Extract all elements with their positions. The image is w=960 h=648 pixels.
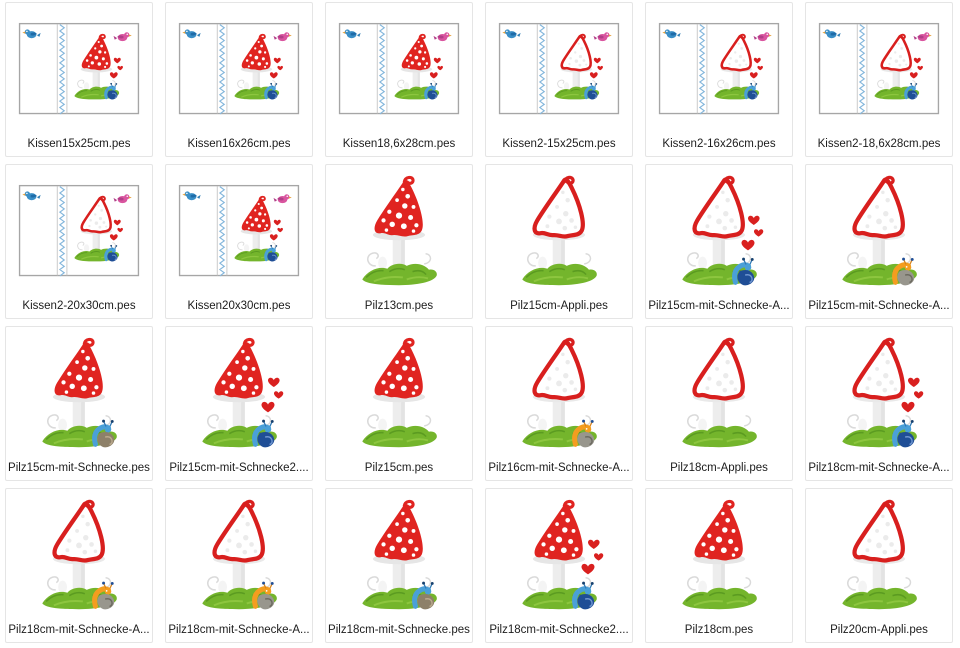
shroom-outline-orange-snail-thumbnail-icon bbox=[810, 175, 948, 291]
file-name-label: Pilz15cm-mit-Schnecke.pes bbox=[8, 462, 150, 474]
shroom-outline-thumbnail-icon bbox=[490, 175, 628, 291]
file-tile[interactable]: Pilz18cm-mit-Schnecke-A... bbox=[805, 326, 953, 481]
file-thumbnail bbox=[328, 491, 470, 623]
shroom-outline-orange-snail-thumbnail-icon bbox=[10, 499, 148, 615]
file-thumbnail bbox=[168, 329, 310, 461]
file-tile[interactable]: Pilz18cm.pes bbox=[645, 488, 793, 643]
file-name-label: Kissen2-20x30cm.pes bbox=[22, 300, 136, 312]
pillow-outline-thumbnail-icon bbox=[810, 13, 948, 129]
file-tile[interactable]: Pilz15cm.pes bbox=[325, 326, 473, 481]
shroom-filled-hearts-snail-thumbnail-icon bbox=[170, 337, 308, 453]
file-tile[interactable]: Kissen16x26cm.pes bbox=[165, 2, 313, 157]
shroom-filled-thumbnail-icon bbox=[650, 499, 788, 615]
file-name-label: Kissen2-15x25cm.pes bbox=[502, 138, 616, 150]
file-name-label: Kissen16x26cm.pes bbox=[187, 138, 291, 150]
file-name-label: Pilz15cm-mit-Schnecke-A... bbox=[648, 300, 790, 312]
file-name-label: Kissen2-18,6x28cm.pes bbox=[817, 138, 941, 150]
file-tile[interactable]: Pilz18cm-mit-Schnecke.pes bbox=[325, 488, 473, 643]
file-tile[interactable]: Kissen2-20x30cm.pes bbox=[5, 164, 153, 319]
file-tile[interactable]: Kissen2-18,6x28cm.pes bbox=[805, 2, 953, 157]
file-tile[interactable]: Kissen2-15x25cm.pes bbox=[485, 2, 633, 157]
file-thumbnail bbox=[168, 5, 310, 137]
file-thumbnail bbox=[648, 167, 790, 299]
file-name-label: Kissen15x25cm.pes bbox=[27, 138, 131, 150]
shroom-filled-hearts-snail-thumbnail-icon bbox=[490, 499, 628, 615]
file-tile[interactable]: Pilz15cm-mit-Schnecke2.... bbox=[165, 326, 313, 481]
file-name-label: Pilz13cm.pes bbox=[364, 300, 434, 312]
file-name-label: Pilz15cm-Appli.pes bbox=[510, 300, 608, 312]
file-name-label: Pilz18cm-mit-Schnecke2.... bbox=[489, 624, 629, 636]
file-thumbnail bbox=[488, 5, 630, 137]
shroom-outline-orange-snail-thumbnail-icon bbox=[490, 337, 628, 453]
file-thumbnail bbox=[488, 491, 630, 623]
file-thumbnail bbox=[808, 167, 950, 299]
file-tile[interactable]: Kissen15x25cm.pes bbox=[5, 2, 153, 157]
file-tile[interactable]: Pilz15cm-mit-Schnecke-A... bbox=[805, 164, 953, 319]
file-thumbnail bbox=[328, 329, 470, 461]
file-thumbnail bbox=[328, 167, 470, 299]
file-tile[interactable]: Pilz18cm-mit-Schnecke-A... bbox=[165, 488, 313, 643]
file-tile[interactable]: Pilz20cm-Appli.pes bbox=[805, 488, 953, 643]
file-name-label: Pilz15cm.pes bbox=[364, 462, 434, 474]
file-name-label: Pilz15cm-mit-Schnecke2.... bbox=[169, 462, 309, 474]
file-name-label: Pilz18cm-mit-Schnecke-A... bbox=[808, 462, 950, 474]
shroom-filled-snail-thumbnail-icon bbox=[330, 499, 468, 615]
shroom-filled-thumbnail-icon bbox=[330, 337, 468, 453]
file-thumbnail bbox=[8, 329, 150, 461]
pillow-filled-thumbnail-icon bbox=[330, 13, 468, 129]
file-tile[interactable]: Pilz15cm-mit-Schnecke-A... bbox=[645, 164, 793, 319]
file-tile[interactable]: Pilz13cm.pes bbox=[325, 164, 473, 319]
shroom-outline-thumbnail-icon bbox=[810, 499, 948, 615]
file-thumbnail bbox=[488, 329, 630, 461]
file-tile[interactable]: Kissen2-16x26cm.pes bbox=[645, 2, 793, 157]
pillow-outline-thumbnail-icon bbox=[490, 13, 628, 129]
file-tile[interactable]: Pilz16cm-mit-Schnecke-A... bbox=[485, 326, 633, 481]
file-thumbnail bbox=[808, 491, 950, 623]
file-tile[interactable]: Pilz18cm-mit-Schnecke2.... bbox=[485, 488, 633, 643]
file-name-label: Pilz16cm-mit-Schnecke-A... bbox=[488, 462, 630, 474]
file-thumbnail bbox=[328, 5, 470, 137]
file-name-label: Kissen18,6x28cm.pes bbox=[342, 138, 456, 150]
pillow-filled-thumbnail-icon bbox=[10, 13, 148, 129]
pillow-outline-thumbnail-icon bbox=[650, 13, 788, 129]
file-tile[interactable]: Kissen18,6x28cm.pes bbox=[325, 2, 473, 157]
file-name-label: Pilz18cm-mit-Schnecke.pes bbox=[328, 624, 470, 636]
file-name-label: Pilz20cm-Appli.pes bbox=[830, 624, 928, 636]
file-thumbnail bbox=[808, 5, 950, 137]
file-thumbnail bbox=[8, 167, 150, 299]
file-name-label: Pilz18cm-Appli.pes bbox=[670, 462, 768, 474]
shroom-outline-thumbnail-icon bbox=[650, 337, 788, 453]
file-name-label: Pilz18cm.pes bbox=[684, 624, 754, 636]
file-tile[interactable]: Pilz15cm-mit-Schnecke.pes bbox=[5, 326, 153, 481]
file-tile[interactable]: Pilz15cm-Appli.pes bbox=[485, 164, 633, 319]
file-thumbnail bbox=[168, 167, 310, 299]
file-thumbnail bbox=[8, 491, 150, 623]
file-name-label: Pilz15cm-mit-Schnecke-A... bbox=[808, 300, 950, 312]
file-thumbnail bbox=[488, 167, 630, 299]
file-name-label: Pilz18cm-mit-Schnecke-A... bbox=[8, 624, 150, 636]
file-name-label: Pilz18cm-mit-Schnecke-A... bbox=[168, 624, 310, 636]
shroom-filled-snail-thumbnail-icon bbox=[10, 337, 148, 453]
file-tile[interactable]: Pilz18cm-mit-Schnecke-A... bbox=[5, 488, 153, 643]
pillow-filled-thumbnail-icon bbox=[170, 175, 308, 291]
file-thumbnail bbox=[168, 491, 310, 623]
file-thumbnail bbox=[808, 329, 950, 461]
shroom-outline-hearts-snail-thumbnail-icon bbox=[650, 175, 788, 291]
file-thumbnail bbox=[648, 5, 790, 137]
file-thumbnail bbox=[8, 5, 150, 137]
file-tile[interactable]: Pilz18cm-Appli.pes bbox=[645, 326, 793, 481]
file-thumbnail bbox=[648, 329, 790, 461]
file-name-label: Kissen2-16x26cm.pes bbox=[662, 138, 776, 150]
shroom-outline-orange-snail-thumbnail-icon bbox=[170, 499, 308, 615]
file-thumbnail bbox=[648, 491, 790, 623]
pillow-filled-thumbnail-icon bbox=[170, 13, 308, 129]
pillow-outline-thumbnail-icon bbox=[10, 175, 148, 291]
file-name-label: Kissen20x30cm.pes bbox=[187, 300, 291, 312]
file-tile[interactable]: Kissen20x30cm.pes bbox=[165, 164, 313, 319]
shroom-outline-hearts-snail-thumbnail-icon bbox=[810, 337, 948, 453]
shroom-filled-thumbnail-icon bbox=[330, 175, 468, 291]
